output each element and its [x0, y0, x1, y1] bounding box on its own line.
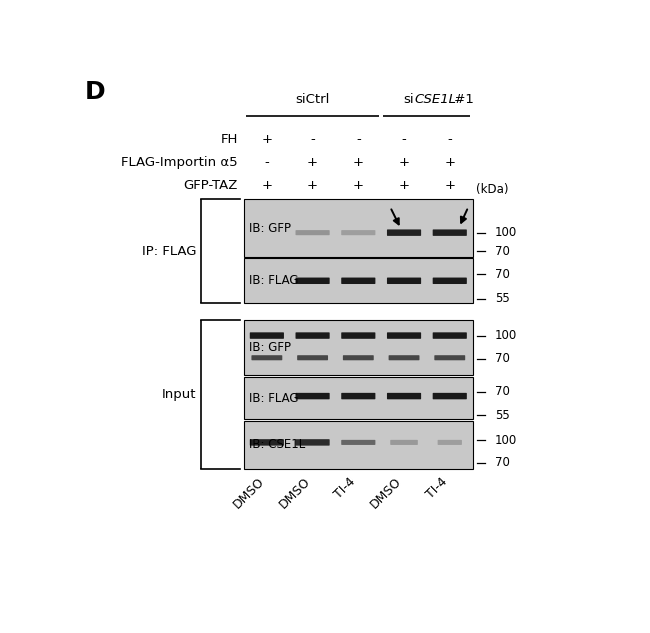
FancyBboxPatch shape [387, 393, 421, 399]
Text: 100: 100 [495, 329, 517, 342]
Text: -: - [265, 156, 269, 169]
FancyBboxPatch shape [252, 355, 282, 360]
Text: +: + [444, 179, 455, 192]
Text: -: - [447, 132, 452, 146]
FancyBboxPatch shape [389, 355, 419, 360]
Text: IB: GFP: IB: GFP [249, 222, 291, 235]
Text: D: D [85, 80, 106, 104]
Text: +: + [307, 179, 318, 192]
Text: DMSO: DMSO [231, 475, 267, 511]
Bar [244, 199, 473, 257]
FancyBboxPatch shape [437, 440, 462, 445]
Text: IP: FLAG: IP: FLAG [142, 244, 197, 258]
FancyBboxPatch shape [343, 355, 374, 360]
Text: (kDa): (kDa) [476, 184, 508, 196]
FancyBboxPatch shape [250, 332, 284, 339]
Text: +: + [444, 156, 455, 169]
FancyBboxPatch shape [433, 277, 467, 284]
Text: 100: 100 [495, 434, 517, 446]
Text: IB: CSE1L: IB: CSE1L [249, 438, 305, 451]
Text: IB: FLAG: IB: FLAG [249, 274, 298, 287]
FancyBboxPatch shape [341, 332, 376, 339]
Text: +: + [307, 156, 318, 169]
Text: 55: 55 [495, 409, 510, 422]
FancyBboxPatch shape [390, 440, 418, 445]
Text: 100: 100 [495, 226, 517, 239]
Text: #1: #1 [450, 92, 474, 106]
Text: si: si [404, 92, 414, 106]
FancyBboxPatch shape [296, 332, 330, 339]
Text: -: - [310, 132, 315, 146]
Text: -: - [356, 132, 361, 146]
Text: FLAG-Importin α5: FLAG-Importin α5 [121, 156, 238, 169]
FancyBboxPatch shape [433, 229, 467, 236]
Text: -: - [402, 132, 406, 146]
Text: Input: Input [162, 388, 197, 401]
Text: +: + [261, 179, 272, 192]
Text: IB: FLAG: IB: FLAG [249, 392, 298, 404]
Text: IB: GFP: IB: GFP [249, 341, 291, 354]
Text: TI-4: TI-4 [332, 475, 358, 501]
Text: FH: FH [220, 132, 238, 146]
Text: TI-4: TI-4 [424, 475, 450, 501]
Bar [244, 258, 473, 303]
FancyBboxPatch shape [433, 332, 467, 339]
FancyBboxPatch shape [250, 439, 284, 446]
Text: 55: 55 [495, 292, 510, 305]
Bar [244, 320, 473, 375]
FancyBboxPatch shape [387, 277, 421, 284]
FancyBboxPatch shape [387, 332, 421, 339]
FancyBboxPatch shape [341, 277, 376, 284]
FancyBboxPatch shape [341, 440, 376, 445]
Text: GFP-TAZ: GFP-TAZ [183, 179, 238, 192]
Text: DMSO: DMSO [276, 475, 313, 511]
Text: 70: 70 [495, 385, 510, 398]
FancyBboxPatch shape [433, 393, 467, 399]
Text: siCtrl: siCtrl [295, 92, 330, 106]
Bar [244, 421, 473, 468]
Text: +: + [353, 156, 364, 169]
FancyBboxPatch shape [341, 230, 376, 235]
Text: DMSO: DMSO [368, 475, 404, 511]
FancyBboxPatch shape [387, 229, 421, 236]
Text: +: + [353, 179, 364, 192]
Text: +: + [261, 132, 272, 146]
Text: CSE1L: CSE1L [415, 92, 456, 106]
Text: 70: 70 [495, 268, 510, 280]
Bar [244, 377, 473, 420]
Text: +: + [398, 156, 410, 169]
Text: +: + [398, 179, 410, 192]
FancyBboxPatch shape [297, 355, 328, 360]
FancyBboxPatch shape [434, 355, 465, 360]
Text: 70: 70 [495, 456, 510, 470]
FancyBboxPatch shape [296, 393, 330, 399]
Text: 70: 70 [495, 244, 510, 258]
Text: 70: 70 [495, 353, 510, 365]
FancyBboxPatch shape [296, 439, 330, 446]
FancyBboxPatch shape [341, 393, 376, 399]
FancyBboxPatch shape [296, 230, 330, 235]
FancyBboxPatch shape [296, 277, 330, 284]
